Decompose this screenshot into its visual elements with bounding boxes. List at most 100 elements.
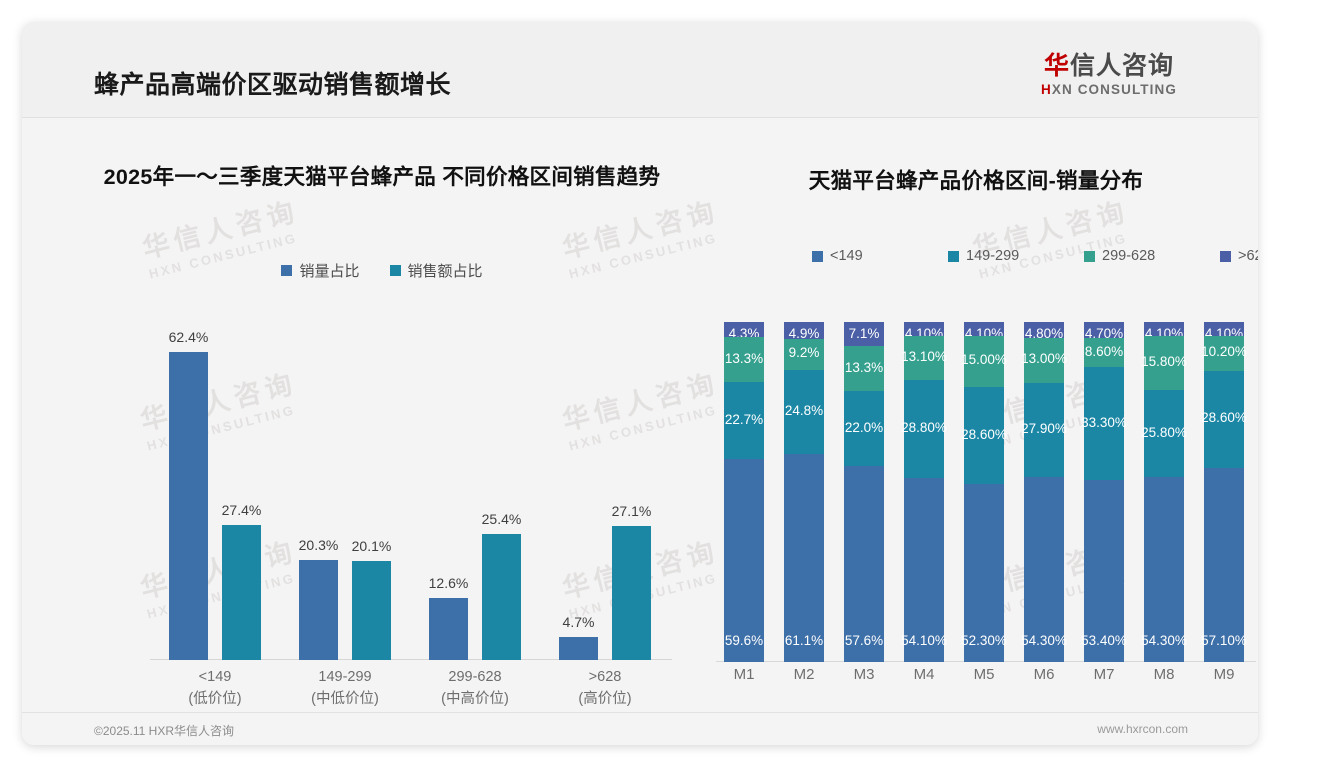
bar-group: 20.3% 20.1%	[280, 314, 410, 660]
left-chart-x-axis: <149 (低价位) 149-299 (中低价位) 299-628 (中高价位) >628 (…	[150, 666, 672, 720]
stack-segment[interactable]: 54.10%	[901, 478, 947, 662]
legend-item-right-1[interactable]: 149-299	[948, 248, 1084, 264]
stack-segment[interactable]: 15.00%	[961, 335, 1007, 387]
stack-segment[interactable]: 28.80%	[901, 380, 947, 479]
stack-segment-label: 15.00%	[961, 352, 1007, 368]
legend-label: <149	[830, 248, 863, 264]
right-chart-panel: 天猫平台蜂产品价格区间-销量分布 <149149-299299-628>628 …	[694, 118, 1258, 712]
stacked-bar-column[interactable]: 4.9% 9.2% 24.8% 61.1%	[784, 322, 824, 662]
bar[interactable]	[299, 560, 338, 660]
stacked-bar-column[interactable]: 4.10% 15.80% 25.80% 54.30%	[1141, 322, 1187, 662]
stack-segment-label: 57.6%	[844, 633, 884, 648]
stack-segment[interactable]: 4.10%	[1204, 322, 1244, 341]
stacked-bar-column[interactable]: 4.10% 13.10% 28.80% 54.10%	[901, 322, 947, 662]
stack-segment-label: 54.30%	[1141, 633, 1187, 648]
stack-segment-label: 4.80%	[1024, 326, 1064, 342]
stack-segment[interactable]: 61.1%	[784, 454, 824, 662]
slide-footer: ©2025.11 HXR华信人咨询 www.hxrcon.com	[22, 712, 1258, 745]
x-tick-range: 299-628	[448, 669, 502, 685]
stacked-bar-column[interactable]: 4.80% 13.00% 27.90% 54.30%	[1021, 322, 1067, 662]
stack-segment[interactable]: 24.8%	[784, 369, 824, 455]
stack-segment[interactable]: 53.40%	[1081, 480, 1127, 662]
legend-item-left-0[interactable]: 销量占比	[281, 260, 360, 281]
stack-segment[interactable]: 4.3%	[724, 322, 764, 341]
bar-column[interactable]: 62.4%	[169, 329, 208, 660]
stack-segment[interactable]: 7.1%	[844, 322, 884, 347]
stack-segment[interactable]: 8.60%	[1084, 338, 1124, 368]
legend-item-left-1[interactable]: 销售额占比	[389, 260, 483, 281]
left-chart-title: 2025年一～三季度天猫平台蜂产品 不同价格区间销售趋势	[72, 162, 692, 193]
x-axis-tick-label: <149 (低价位)	[150, 666, 280, 711]
slide-body: 华信人咨询 HXN CONSULTING 华信人咨询 HXN CONSULTIN…	[22, 118, 1258, 712]
stacked-bar-column[interactable]: 7.1% 13.3% 22.0% 57.6%	[844, 322, 884, 662]
stack-segment[interactable]: 25.80%	[1141, 389, 1187, 478]
bar[interactable]	[612, 526, 651, 660]
right-chart-title: 天猫平台蜂产品价格区间-销量分布	[808, 169, 1144, 193]
bar-column[interactable]: 12.6%	[429, 575, 468, 660]
legend-item-right-0[interactable]: <149	[812, 248, 948, 264]
bar[interactable]	[352, 561, 391, 660]
stack-segment-label: 28.60%	[961, 426, 1007, 442]
stack-segment[interactable]: 57.6%	[844, 466, 884, 662]
stack-segment-label: 13.3%	[724, 350, 764, 366]
logo-cn-rest: 信人咨询	[1070, 52, 1175, 80]
stacked-bar-column[interactable]: 4.70% 8.60% 33.30% 53.40%	[1081, 322, 1127, 662]
stack-segment-label: 9.2%	[788, 345, 820, 361]
x-axis-tick-label: M6	[1033, 666, 1055, 683]
legend-item-right-3[interactable]: >628	[1220, 248, 1258, 264]
stack-segment[interactable]: 27.90%	[1021, 382, 1067, 478]
stack-segment[interactable]: 13.3%	[724, 336, 764, 383]
stack-segment[interactable]: 28.60%	[961, 386, 1007, 485]
logo-english-text: HXN CONSULTING	[1030, 82, 1188, 97]
stack-segment[interactable]: 59.6%	[724, 459, 764, 662]
bar-column[interactable]: 4.7%	[559, 614, 598, 660]
stack-segment[interactable]: 22.0%	[844, 391, 884, 467]
stack-segment[interactable]: 4.10%	[964, 322, 1004, 341]
x-axis-tick-label: M9	[1213, 666, 1235, 683]
bar-column[interactable]: 27.4%	[222, 502, 261, 660]
stack-segment[interactable]: 54.30%	[1141, 477, 1187, 662]
bar-column[interactable]: 20.3%	[299, 537, 338, 660]
stack-segment[interactable]: 13.3%	[844, 346, 884, 392]
logo-en-rest: XN CONSULTING	[1051, 82, 1177, 97]
stack-segment[interactable]: 4.70%	[1084, 322, 1124, 341]
stack-segment[interactable]: 54.30%	[1021, 477, 1067, 662]
x-tick-range: >628	[588, 669, 622, 685]
stacked-bar-column[interactable]: 4.10% 15.00% 28.60% 52.30%	[961, 322, 1007, 662]
stack-segment[interactable]: 4.80%	[1024, 322, 1064, 342]
bar[interactable]	[482, 534, 521, 660]
bar[interactable]	[222, 525, 261, 660]
legend-label: 销量占比	[299, 263, 360, 280]
stack-segment[interactable]: 10.20%	[1201, 335, 1247, 371]
bar-column[interactable]: 27.1%	[612, 503, 651, 660]
stack-segment[interactable]: 52.30%	[961, 484, 1007, 662]
stack-segment[interactable]: 13.00%	[1021, 338, 1067, 383]
stack-segment[interactable]: 4.10%	[1144, 322, 1184, 341]
stack-segment[interactable]: 28.60%	[1201, 370, 1247, 468]
stack-segment[interactable]: 4.10%	[904, 322, 944, 341]
bar-group: 4.7% 27.1%	[540, 314, 670, 660]
left-chart-title-line2: 不同价格区间销售趋势	[442, 165, 661, 189]
stacked-bar-column[interactable]: 4.10% 10.20% 28.60% 57.10%	[1201, 322, 1247, 662]
stack-segment[interactable]: 15.80%	[1141, 335, 1187, 390]
company-logo: 华信人咨询 HXN CONSULTING	[1030, 52, 1188, 97]
stack-segment-label: 54.10%	[901, 633, 947, 648]
bar[interactable]	[559, 637, 598, 660]
stack-segment-label: 10.20%	[1201, 344, 1247, 360]
stack-segment[interactable]: 13.10%	[901, 335, 947, 381]
bar[interactable]	[429, 598, 468, 660]
bar-value-label: 12.6%	[428, 575, 469, 591]
stack-segment-label: 53.40%	[1081, 633, 1127, 648]
stack-segment[interactable]: 9.2%	[784, 338, 824, 370]
page-title: 蜂产品高端价区驱动销售额增长	[94, 71, 452, 99]
stack-segment[interactable]: 57.10%	[1201, 467, 1247, 662]
bar-column[interactable]: 25.4%	[482, 511, 521, 660]
stack-segment[interactable]: 33.30%	[1081, 367, 1127, 481]
stacked-bar-column[interactable]: 4.3% 13.3% 22.7% 59.6%	[724, 322, 764, 662]
x-axis-tick-label: M7	[1093, 666, 1115, 683]
bar-column[interactable]: 20.1%	[352, 538, 391, 660]
stack-segment[interactable]: 22.7%	[724, 382, 764, 460]
legend-item-right-2[interactable]: 299-628	[1084, 248, 1220, 264]
bar[interactable]	[169, 352, 208, 660]
stack-segment[interactable]: 4.9%	[784, 322, 824, 341]
